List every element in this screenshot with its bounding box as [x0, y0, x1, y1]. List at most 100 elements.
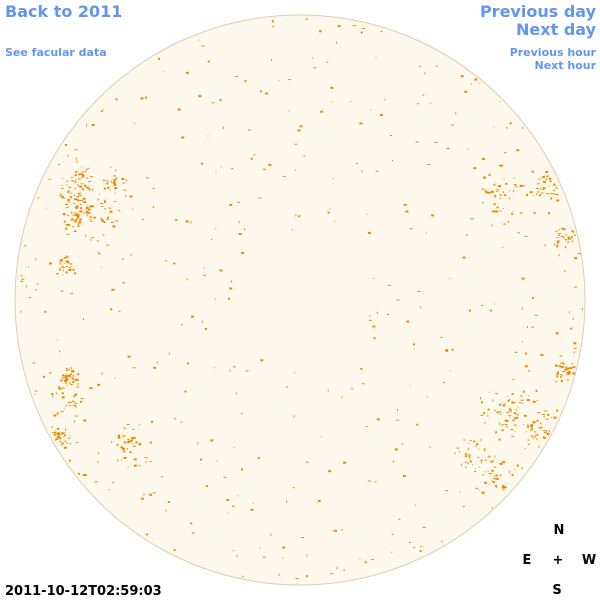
facula	[106, 180, 109, 182]
facula	[272, 25, 275, 27]
facula	[367, 480, 371, 482]
facula	[69, 443, 72, 445]
next-day-link[interactable]: Next day	[516, 20, 597, 39]
facula	[369, 315, 371, 318]
facula	[56, 273, 59, 275]
facula	[20, 310, 22, 313]
facula	[82, 174, 85, 176]
facular-data-link[interactable]: See facular data	[5, 46, 107, 59]
facula	[462, 256, 466, 259]
facula	[223, 476, 227, 478]
facula	[504, 424, 508, 426]
facula	[51, 426, 53, 429]
facula	[495, 474, 498, 477]
facula	[168, 352, 170, 355]
facula	[467, 462, 469, 465]
facula	[86, 168, 88, 171]
facula	[93, 216, 96, 219]
facula	[127, 466, 129, 468]
previous-hour-link[interactable]: Previous hour	[510, 46, 597, 59]
facula	[140, 97, 144, 100]
facula	[71, 371, 75, 373]
facula	[80, 398, 84, 400]
facula	[65, 255, 68, 257]
facula	[257, 457, 260, 459]
facula	[387, 284, 391, 286]
facula	[556, 246, 558, 248]
facula	[512, 190, 514, 193]
facula	[232, 366, 236, 368]
facula	[112, 181, 116, 184]
facula	[365, 426, 368, 427]
facula	[359, 558, 361, 560]
faculae-layer	[20, 18, 583, 580]
facula	[65, 271, 68, 274]
facula	[445, 490, 448, 492]
facula	[513, 402, 516, 403]
facula	[525, 431, 527, 433]
facula	[516, 149, 520, 152]
facula	[69, 373, 72, 375]
facula	[504, 403, 506, 404]
facula	[297, 578, 299, 580]
facula	[71, 370, 75, 373]
facula	[205, 485, 208, 487]
facula	[506, 425, 508, 428]
facula	[532, 421, 536, 424]
facula	[543, 175, 545, 178]
facula	[489, 309, 492, 312]
facula	[494, 466, 496, 468]
facula	[57, 432, 61, 435]
facula	[370, 109, 372, 111]
facula	[548, 185, 550, 187]
facula	[483, 448, 486, 450]
facula	[278, 79, 280, 81]
facula	[473, 440, 476, 443]
facula	[34, 393, 36, 395]
facula	[479, 82, 481, 84]
next-hour-link[interactable]: Next hour	[535, 59, 597, 72]
facula	[145, 533, 148, 536]
facula	[114, 192, 116, 194]
facula	[227, 512, 229, 514]
facula	[435, 65, 438, 67]
facula	[530, 425, 533, 428]
facula	[70, 192, 73, 194]
facula	[420, 545, 423, 547]
facula	[122, 435, 126, 437]
facula	[80, 199, 84, 201]
facula	[495, 477, 499, 480]
facula	[72, 381, 75, 383]
facula	[574, 257, 578, 260]
facula	[63, 220, 66, 223]
facula	[54, 432, 56, 434]
facula	[76, 386, 80, 388]
facula	[558, 372, 560, 375]
facula	[88, 180, 92, 182]
facula	[546, 193, 550, 195]
facula	[389, 135, 392, 136]
facula	[122, 182, 126, 184]
facula	[521, 341, 523, 343]
previous-day-link[interactable]: Previous day	[480, 2, 597, 21]
facula	[68, 224, 71, 227]
facula	[70, 383, 73, 385]
facula	[406, 320, 410, 323]
facula	[152, 187, 155, 189]
facula	[419, 549, 422, 552]
facula	[282, 176, 286, 178]
facula	[540, 422, 542, 425]
facula	[536, 400, 538, 401]
facula	[536, 183, 540, 185]
facula	[125, 190, 127, 192]
back-to-year-link[interactable]: Back to 2011	[5, 2, 122, 21]
facula	[568, 370, 570, 372]
facula	[90, 176, 93, 178]
facula	[86, 211, 90, 214]
facula	[292, 229, 293, 231]
facula	[542, 436, 544, 438]
facula	[511, 212, 514, 215]
facula	[532, 400, 536, 403]
facula	[502, 489, 505, 491]
